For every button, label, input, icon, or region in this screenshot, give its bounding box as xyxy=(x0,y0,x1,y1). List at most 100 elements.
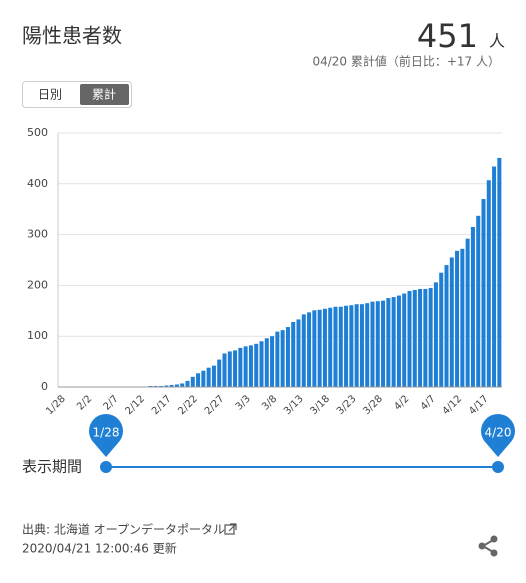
y-tick-label: 0 xyxy=(41,380,48,393)
x-tick-label: 2/27 xyxy=(203,393,227,417)
bar xyxy=(291,321,296,387)
bar xyxy=(275,331,280,387)
bar xyxy=(201,370,206,387)
bar xyxy=(344,305,349,387)
bar xyxy=(476,215,481,387)
bar xyxy=(465,238,470,387)
bar xyxy=(470,226,475,387)
bar xyxy=(169,384,174,387)
bar xyxy=(301,314,306,387)
range-end: 4/20 xyxy=(485,426,512,440)
x-tick-label: 3/28 xyxy=(361,393,385,417)
unit: 人 xyxy=(489,32,505,51)
bar xyxy=(375,301,380,387)
bar xyxy=(391,297,396,387)
bar xyxy=(486,180,491,387)
bar xyxy=(423,288,428,387)
bar xyxy=(206,367,211,387)
bar xyxy=(217,359,222,387)
bar xyxy=(333,306,338,387)
x-tick-label: 3/3 xyxy=(234,393,253,412)
bar xyxy=(227,351,232,387)
bar xyxy=(481,199,486,387)
bar xyxy=(180,383,185,387)
range-start: 1/28 xyxy=(93,426,120,440)
range-handle[interactable] xyxy=(492,461,504,473)
bar xyxy=(238,347,243,387)
bar xyxy=(296,319,301,387)
bar xyxy=(492,166,497,387)
bar xyxy=(254,343,259,387)
bar xyxy=(407,290,412,387)
tab-selected[interactable] xyxy=(80,84,129,105)
y-tick-label: 400 xyxy=(27,177,48,190)
bar xyxy=(386,298,391,387)
bar xyxy=(402,293,407,387)
bar xyxy=(259,341,264,387)
bar xyxy=(381,300,386,387)
total: 451 xyxy=(417,17,478,55)
bar xyxy=(396,295,401,387)
y-tick-label: 500 xyxy=(27,126,48,139)
x-tick-label: 2/7 xyxy=(102,393,121,412)
bar xyxy=(222,353,227,387)
source[interactable]: 出典: 北海道 オープンデータポータル xyxy=(22,522,225,537)
tab[interactable]: 累計 xyxy=(92,87,116,102)
bar xyxy=(460,248,465,387)
x-tick-label: 3/8 xyxy=(260,393,279,412)
bar xyxy=(174,384,179,387)
bar xyxy=(211,365,216,387)
x-tick-label: 2/17 xyxy=(150,393,174,417)
bar xyxy=(497,157,502,387)
bar xyxy=(196,373,201,387)
x-tick-label: 4/12 xyxy=(441,393,465,417)
y-tick-label: 200 xyxy=(27,278,48,291)
bar xyxy=(428,287,433,387)
x-tick-label: 2/22 xyxy=(176,393,200,417)
x-tick-label: 4/7 xyxy=(419,393,438,412)
x-tick-label: 1/28 xyxy=(44,393,68,417)
bar xyxy=(370,301,375,387)
bar xyxy=(338,306,343,387)
x-tick-label: 3/23 xyxy=(335,393,359,417)
bar xyxy=(328,307,333,387)
title: 陽性患者数 xyxy=(22,24,122,48)
range-pin xyxy=(89,413,123,457)
bar xyxy=(455,250,460,387)
bar xyxy=(317,309,322,387)
bar xyxy=(148,385,153,387)
subtitle: 04/20 累計値（前日比：+17 人） xyxy=(312,54,500,69)
x-tick-label: 3/13 xyxy=(282,393,306,417)
x-tick-label: 3/18 xyxy=(309,393,333,417)
bar xyxy=(433,282,438,387)
range-handle[interactable] xyxy=(100,461,112,473)
bar xyxy=(159,385,164,387)
updated: 2020/04/21 12:00:46 更新 xyxy=(22,541,177,556)
bar xyxy=(190,376,195,387)
bar xyxy=(349,305,354,387)
bar xyxy=(439,272,444,387)
range-label: 表示期間 xyxy=(22,458,82,476)
bar xyxy=(264,338,269,387)
tab[interactable]: 日別 xyxy=(38,88,62,102)
x-tick-label: 2/12 xyxy=(124,393,148,417)
bar xyxy=(285,327,290,387)
bar xyxy=(359,304,364,387)
bar xyxy=(312,310,317,387)
y-tick-label: 100 xyxy=(27,329,48,342)
external-icon xyxy=(224,523,237,535)
bar xyxy=(243,346,248,387)
bar xyxy=(270,336,275,387)
bar xyxy=(233,350,238,387)
x-tick-label: 4/2 xyxy=(392,393,411,412)
bar xyxy=(365,303,370,387)
bar xyxy=(354,304,359,387)
bar xyxy=(418,288,423,387)
bar xyxy=(307,312,312,387)
share-icon[interactable] xyxy=(478,535,498,557)
y-tick-label: 300 xyxy=(27,228,48,241)
range-pin xyxy=(480,413,515,457)
bar xyxy=(185,380,190,387)
bar xyxy=(444,265,449,387)
